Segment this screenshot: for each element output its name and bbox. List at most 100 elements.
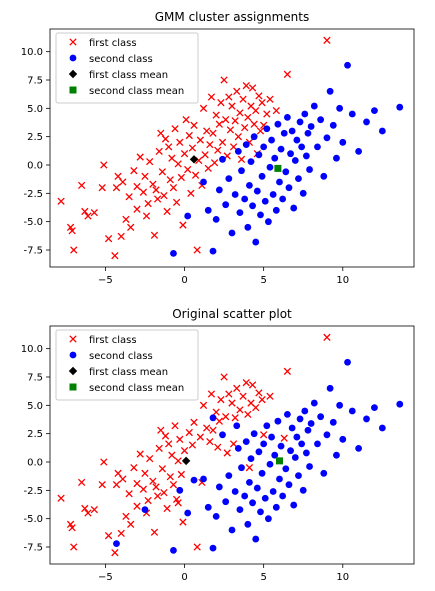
data-point [323, 36, 331, 44]
data-point [200, 178, 207, 186]
data-point [144, 496, 152, 505]
data-point [179, 221, 187, 229]
data-point [200, 475, 207, 483]
y-tick-label: -7.5 [23, 543, 43, 554]
data-point [269, 191, 277, 198]
data-point [336, 104, 344, 112]
data-point [241, 195, 249, 203]
data-point [161, 135, 170, 143]
data-point [234, 133, 242, 141]
data-point [249, 202, 256, 210]
data-point [258, 172, 266, 180]
data-point [250, 120, 258, 128]
legend-entry-second-class-mean: second class mean [69, 86, 184, 97]
circle-marker-glyph [69, 54, 77, 62]
legend-label: first class [89, 335, 137, 346]
data-point [363, 118, 370, 126]
data-point [282, 168, 290, 176]
data-point [329, 418, 337, 426]
data-point [258, 396, 266, 404]
data-point [236, 406, 244, 414]
data-point [212, 408, 220, 416]
data-point [228, 102, 236, 110]
data-point [287, 150, 294, 158]
data-point [247, 158, 255, 166]
data-point [263, 110, 271, 118]
y-tick-label: 0.0 [27, 458, 43, 469]
data-point [127, 520, 135, 528]
data-point [163, 504, 171, 513]
data-point [231, 488, 239, 495]
data-point [248, 381, 257, 389]
data-point [90, 505, 98, 514]
y-tick-label: -5.0 [23, 217, 43, 228]
data-point [57, 197, 65, 205]
data-point [215, 417, 223, 425]
data-point [266, 163, 274, 171]
data-point [339, 138, 347, 146]
data-point [310, 399, 318, 407]
data-point [277, 145, 285, 153]
data-point [249, 499, 256, 507]
data-point [255, 92, 263, 100]
data-point [260, 440, 268, 448]
data-point [219, 155, 226, 163]
data-point [371, 107, 378, 114]
data-point [299, 189, 307, 197]
data-point [268, 136, 275, 144]
data-point [174, 457, 182, 465]
data-point [256, 127, 265, 135]
data-point [310, 102, 318, 110]
data-point [122, 512, 130, 521]
data-point [279, 195, 287, 203]
data-point [238, 167, 245, 175]
data-point [236, 109, 244, 117]
data-point [301, 110, 309, 118]
y-tick-label: 10.0 [21, 344, 43, 355]
data-point [130, 464, 138, 472]
data-point [160, 191, 168, 200]
x-tick-label: 5 [260, 275, 266, 286]
data-point [209, 426, 217, 434]
x-tick-label: 0 [181, 572, 187, 583]
data-point [396, 103, 404, 111]
legend-entry-first-class-mean: first class mean [68, 69, 168, 81]
data-point [257, 211, 264, 219]
data-point [290, 204, 298, 212]
data-point [274, 164, 282, 172]
x-marker-icon [69, 38, 77, 46]
data-point [207, 93, 216, 101]
data-point [149, 477, 157, 485]
y-tick-label: 7.5 [27, 373, 43, 384]
data-point [113, 540, 120, 547]
data-point [263, 422, 271, 430]
data-point [223, 449, 231, 457]
chart-gmm-cluster-assignments: GMM cluster assignments -7.5 -5.0 -2.5 0.0 2… [21, 10, 415, 286]
data-point [304, 426, 312, 434]
legend-label: second class mean [89, 383, 184, 394]
series-first-class-mean [181, 456, 191, 466]
data-point [209, 129, 217, 137]
x-marker-glyph [69, 38, 77, 46]
x-tick-label: 10 [336, 275, 349, 286]
data-point [168, 154, 176, 162]
axes-frame [49, 28, 415, 268]
data-point [68, 227, 76, 235]
data-point [253, 187, 261, 195]
data-point [212, 513, 220, 520]
data-point [271, 451, 279, 459]
y-axis: -7.5 -5.0 -2.5 0.0 2.5 5.0 7.5 10.0 [21, 344, 50, 554]
data-point [244, 410, 252, 419]
data-point [295, 175, 302, 183]
data-point [188, 441, 197, 449]
data-point [214, 443, 222, 451]
x-axis: −5 0 5 10 [98, 564, 349, 583]
legend-label: first class mean [89, 367, 168, 378]
data-point [239, 392, 247, 400]
data-point [133, 479, 141, 488]
y-tick-label: 7.5 [27, 76, 43, 87]
data-point [141, 506, 149, 513]
data-point [244, 223, 252, 231]
plot-area [57, 36, 404, 260]
data-point [215, 483, 223, 491]
